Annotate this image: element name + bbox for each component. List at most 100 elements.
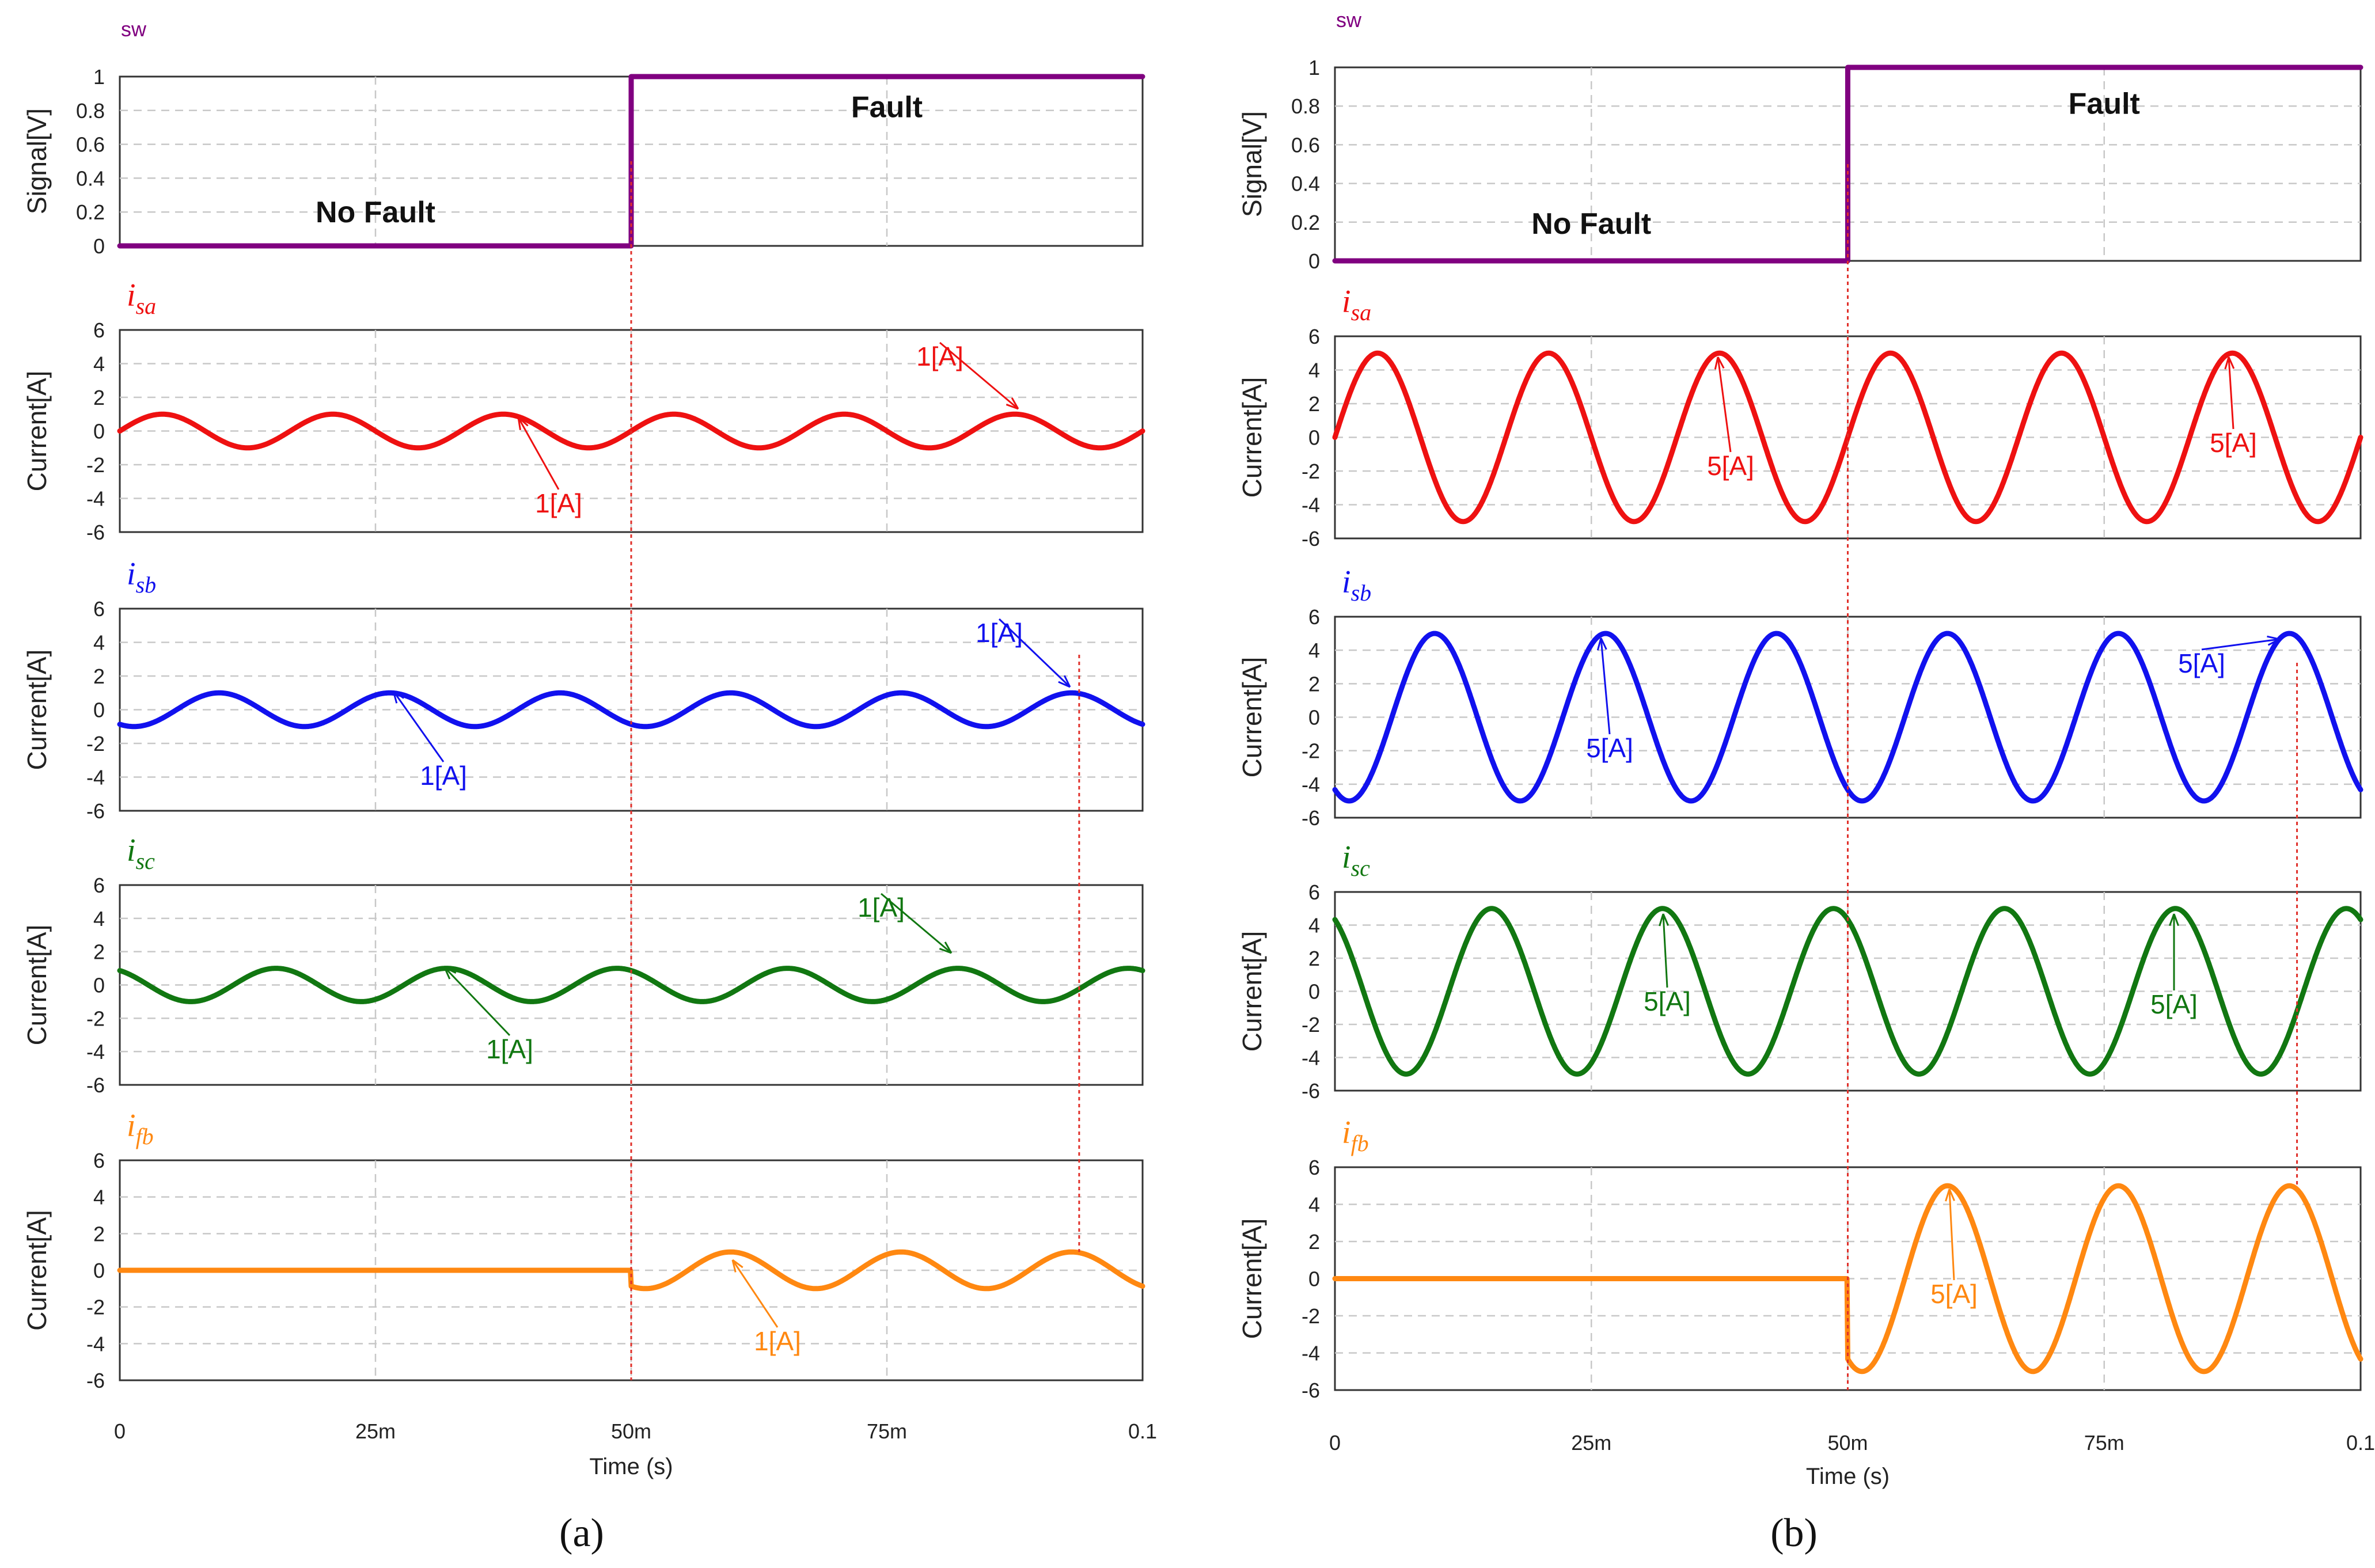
arrow-head-icon: [2267, 635, 2280, 646]
y-tick-label: 6: [93, 318, 105, 342]
annotation-arrow: [1717, 356, 1732, 453]
y-tick-label: 1: [93, 65, 105, 89]
y-axis-label: Current[A]: [22, 1210, 52, 1331]
trace-isb: [1332, 631, 2363, 804]
annotation-arrow: [517, 417, 560, 490]
annotation-label: 5[A]: [1707, 451, 1754, 481]
y-tick-label: -6: [1302, 1379, 1320, 1402]
y-tick-label: 4: [1308, 639, 1320, 662]
y-axis-label: Current[A]: [1237, 931, 1267, 1052]
x-axis-label: Time (s): [589, 1454, 673, 1479]
y-tick-label: 0: [1308, 426, 1320, 450]
y-tick-label: 0.2: [76, 200, 105, 224]
y-tick-label: 0.6: [76, 133, 105, 157]
signal-title: ifb: [127, 1108, 154, 1149]
y-tick-label: 0.4: [1291, 172, 1320, 196]
x-tick-label: 0.1: [1128, 1419, 1157, 1443]
annotation: 1[A]: [916, 341, 1019, 410]
x-tick-label: 50m: [1827, 1431, 1868, 1455]
y-tick-label: -4: [86, 1332, 105, 1356]
y-tick-label: -6: [86, 521, 105, 544]
y-tick-label: -6: [1302, 1079, 1320, 1103]
annotation: 5[A]: [2150, 913, 2198, 1019]
annotation-arrow: [392, 690, 445, 762]
signal-title: isa: [127, 278, 156, 319]
y-tick-label: 0: [1308, 249, 1320, 273]
x-tick-label: 75m: [867, 1419, 907, 1443]
panel-sw: 0 0.2 0.4 0.6 0.8 1 Signal[V] sw No Fault Fault: [22, 17, 1145, 258]
panel-sw: 0 0.2 0.4 0.6 0.8 1 Signal[V] sw No Fault Fault: [1237, 8, 2363, 273]
panel-isa: -6 -4 -2 0 2 4 6 Current[A] isa 1[A] 1[A]: [22, 278, 1145, 544]
label-no-fault: No Fault: [316, 196, 435, 229]
y-tick-label: -6: [1302, 527, 1320, 550]
annotation: 1[A]: [858, 893, 953, 954]
y-tick-label: 0: [1308, 980, 1320, 1004]
y-tick-label: 2: [93, 940, 105, 964]
annotation: 5[A]: [1586, 637, 1633, 763]
y-tick-label: -6: [86, 1369, 105, 1392]
panel-isb: -6 -4 -2 0 2 4 6 Current[A] isb 5[A] 5[A]: [1237, 564, 2363, 830]
arrow-head-icon: [392, 690, 404, 704]
annotation-arrow: [2228, 356, 2234, 430]
trace-ifb: [117, 1249, 1145, 1292]
y-tick-label: 4: [1308, 1193, 1320, 1217]
y-tick-label: -6: [86, 1073, 105, 1097]
y-tick-label: 1: [1308, 56, 1320, 79]
y-tick-label: 0.8: [1291, 94, 1320, 118]
annotation-label: 1[A]: [858, 893, 905, 922]
annotation-arrow: [998, 618, 1071, 688]
annotation-arrow: [1600, 637, 1611, 735]
y-tick-label: 0: [93, 234, 105, 258]
y-tick-label: 0.6: [1291, 133, 1320, 157]
panel-isb: -6 -4 -2 0 2 4 6 Current[A] isb 1[A] 1[A]: [22, 556, 1145, 823]
y-axis-label: Signal[V]: [22, 108, 52, 214]
y-tick-label: 2: [1308, 1230, 1320, 1254]
annotation-label: 1[A]: [976, 618, 1023, 648]
signal-title: isc: [127, 833, 155, 874]
label-fault: Fault: [2069, 88, 2140, 121]
annotation-label: 1[A]: [535, 488, 582, 518]
y-tick-label: 6: [1308, 880, 1320, 904]
y-tick-label: -2: [86, 453, 105, 477]
y-axis-label: Signal[V]: [1237, 111, 1267, 217]
annotation-arrow: [881, 893, 952, 954]
annotation: 1[A]: [517, 416, 582, 518]
annotation: 5[A]: [1930, 1189, 1978, 1309]
annotation-label: 5[A]: [2178, 648, 2225, 678]
y-axis-label: Current[A]: [22, 371, 52, 492]
y-axis-label: Current[A]: [1237, 657, 1267, 778]
caption-a: (a): [559, 1511, 604, 1555]
annotation-arrow: [443, 966, 511, 1037]
signal-title: sw: [1336, 8, 1362, 32]
x-axis-label: Time (s): [1806, 1464, 1890, 1489]
annotation-label: 5[A]: [2150, 989, 2198, 1019]
y-tick-label: 6: [1308, 1156, 1320, 1179]
signal-title: isc: [1342, 840, 1370, 881]
annotation: 1[A]: [443, 966, 533, 1064]
y-tick-label: -2: [86, 1296, 105, 1319]
trace-ifb: [1332, 1183, 2363, 1375]
signal-title: sw: [121, 17, 147, 41]
y-tick-label: -2: [1302, 460, 1320, 483]
y-tick-label: 0: [1308, 1267, 1320, 1291]
y-tick-label: 2: [1308, 947, 1320, 970]
y-tick-label: 6: [93, 874, 105, 897]
y-tick-label: 0: [1308, 706, 1320, 730]
panel-isc: -6 -4 -2 0 2 4 6 Current[A] isc 5[A] 5[A]: [1237, 840, 2363, 1103]
y-axis-label: Current[A]: [22, 925, 52, 1046]
y-tick-label: 4: [93, 907, 105, 931]
y-tick-label: 6: [93, 597, 105, 621]
signal-title: isb: [127, 556, 156, 598]
y-tick-label: -4: [1302, 773, 1320, 796]
annotation: 1[A]: [392, 690, 467, 791]
y-tick-label: -4: [86, 766, 105, 789]
label-no-fault: No Fault: [1531, 207, 1651, 241]
y-tick-label: 2: [1308, 672, 1320, 696]
annotation: 5[A]: [2210, 356, 2257, 458]
arrow-head-icon: [2169, 913, 2179, 927]
y-tick-label: 0.4: [76, 166, 105, 190]
annotation-label: 5[A]: [2210, 428, 2257, 458]
y-tick-label: 0.2: [1291, 211, 1320, 234]
x-tick-label: 25m: [355, 1419, 396, 1443]
